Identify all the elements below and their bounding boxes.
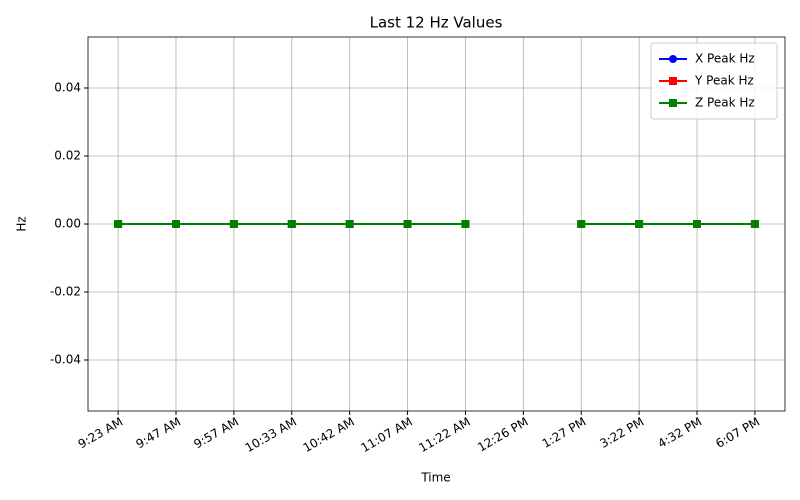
plot-frame [87, 36, 786, 412]
chart-title: Last 12 Hz Values [370, 14, 503, 32]
data-point [345, 220, 354, 228]
legend: X Peak Hz Y Peak Hz Z Peak Hz [650, 42, 778, 120]
legend-marker [669, 99, 677, 107]
legend-label: X Peak Hz [695, 52, 755, 66]
y-tick-label: 0.04 [54, 81, 81, 95]
data-point [403, 220, 412, 228]
y-tick-label: 0.00 [54, 217, 81, 231]
legend-marker [669, 77, 677, 85]
data-point [171, 220, 180, 228]
legend-label: Y Peak Hz [694, 74, 754, 88]
legend-box [650, 42, 778, 120]
data-point [287, 220, 296, 228]
legend-label: Z Peak Hz [695, 96, 755, 110]
data-point [114, 220, 123, 228]
y-axis-label: Hz [15, 216, 29, 231]
x-axis-label: Time [420, 471, 450, 485]
data-point [577, 220, 586, 228]
data-point [635, 220, 644, 228]
legend-marker [669, 55, 677, 63]
data-point [229, 220, 238, 228]
y-tick-label: -0.04 [50, 353, 81, 367]
y-tick-label: -0.02 [50, 285, 81, 299]
data-point [461, 220, 470, 228]
data-point [750, 220, 759, 228]
y-tick-label: 0.02 [54, 149, 81, 163]
data-point [693, 220, 702, 228]
